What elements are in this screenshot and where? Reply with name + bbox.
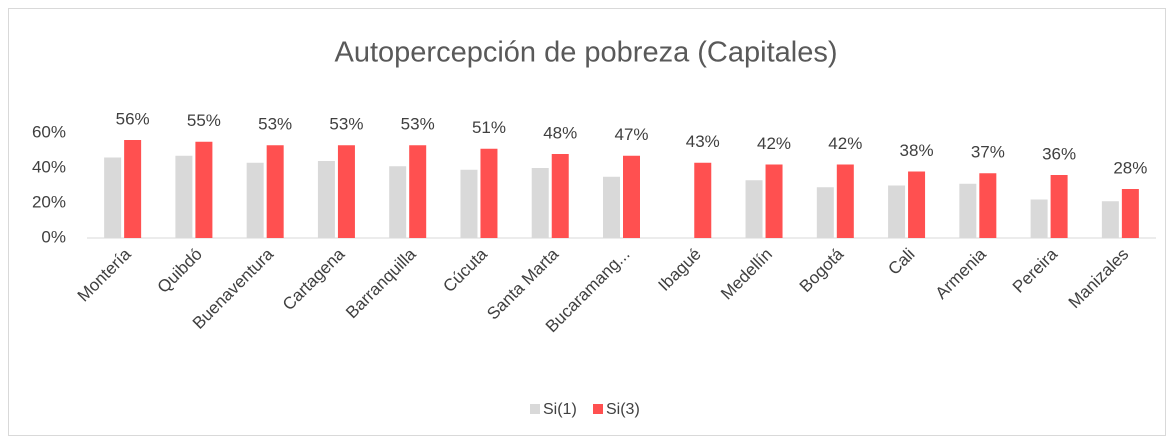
bar: [409, 145, 427, 238]
bar: [765, 164, 783, 238]
bar: [979, 173, 997, 238]
bar: [195, 141, 213, 238]
bar: [1121, 189, 1139, 238]
data-label: 37%: [971, 143, 1005, 162]
y-tick-label: 40%: [32, 157, 66, 176]
bar: [337, 145, 355, 238]
data-label: 43%: [686, 132, 720, 151]
bar: [1030, 199, 1048, 238]
y-tick-label: 20%: [32, 192, 66, 211]
data-label: 47%: [614, 125, 648, 144]
bar: [246, 162, 264, 238]
legend-swatch: [530, 404, 540, 414]
y-tick-label: 0%: [41, 227, 66, 246]
bar: [816, 187, 834, 238]
data-label: 28%: [1113, 158, 1147, 177]
chart-title: Autopercepción de pobreza (Capitales): [335, 37, 838, 69]
data-label: 56%: [116, 109, 150, 128]
bar: [836, 164, 854, 238]
bar: [603, 176, 620, 238]
bar: [480, 148, 498, 238]
legend-label: Si(3): [606, 401, 640, 418]
bar: [317, 161, 335, 238]
bar: [124, 140, 142, 238]
data-label: 53%: [258, 115, 292, 134]
legend-label: Si(1): [543, 401, 577, 418]
y-tick-label: 60%: [32, 122, 66, 141]
data-label: 53%: [401, 115, 435, 134]
bar: [908, 171, 926, 238]
data-label: 48%: [543, 123, 577, 142]
bar: [623, 155, 640, 238]
data-label: 36%: [1042, 144, 1076, 163]
bar: [104, 157, 122, 238]
bar: [1050, 175, 1068, 238]
bar: [1101, 201, 1119, 238]
bar: [175, 155, 193, 238]
bar: [694, 162, 712, 238]
bar: [745, 180, 763, 238]
data-label: 38%: [900, 141, 934, 160]
bar: [551, 154, 569, 238]
data-label: 42%: [828, 134, 862, 153]
bar: [531, 168, 549, 238]
bar: [959, 183, 977, 238]
bar: [266, 145, 284, 238]
data-label: 55%: [187, 111, 221, 130]
bar: [389, 166, 407, 238]
legend-swatch: [593, 404, 603, 414]
data-label: 42%: [757, 134, 791, 153]
data-label: 53%: [329, 115, 363, 134]
bar: [888, 185, 906, 238]
bar: [460, 169, 478, 238]
data-label: 51%: [472, 118, 506, 137]
